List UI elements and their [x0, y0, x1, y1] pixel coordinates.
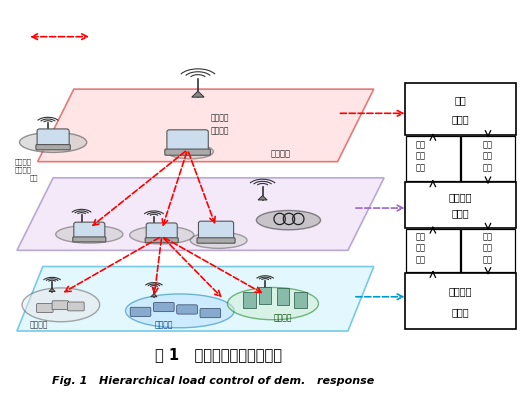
FancyBboxPatch shape: [37, 130, 69, 148]
Text: 集群负荷: 集群负荷: [449, 191, 472, 201]
Polygon shape: [37, 90, 374, 162]
Polygon shape: [17, 267, 374, 331]
FancyBboxPatch shape: [74, 223, 105, 240]
Text: 集群: 集群: [415, 140, 425, 149]
Ellipse shape: [19, 133, 87, 153]
Ellipse shape: [56, 226, 123, 243]
FancyBboxPatch shape: [165, 150, 211, 156]
FancyBboxPatch shape: [36, 304, 53, 313]
FancyBboxPatch shape: [197, 238, 235, 244]
FancyBboxPatch shape: [406, 137, 460, 181]
FancyBboxPatch shape: [199, 222, 233, 241]
FancyBboxPatch shape: [68, 302, 84, 311]
Text: 状态: 状态: [483, 151, 493, 160]
Text: 控制: 控制: [415, 151, 425, 160]
Text: 集群: 集群: [483, 140, 493, 149]
Ellipse shape: [256, 211, 320, 230]
Polygon shape: [192, 92, 204, 98]
Text: 控制层: 控制层: [451, 306, 469, 316]
Text: Fig. 1   Hierarchical load control of dem.   response: Fig. 1 Hierarchical load control of dem.…: [53, 375, 374, 385]
Text: 商业楼宇: 商业楼宇: [274, 312, 293, 321]
FancyBboxPatch shape: [259, 287, 271, 304]
Text: 调度层: 调度层: [451, 114, 469, 124]
FancyBboxPatch shape: [177, 305, 198, 314]
Polygon shape: [49, 289, 55, 292]
Text: 系统: 系统: [454, 95, 466, 105]
FancyBboxPatch shape: [167, 130, 209, 152]
FancyBboxPatch shape: [200, 309, 220, 318]
Ellipse shape: [129, 227, 194, 244]
Polygon shape: [258, 196, 267, 200]
Ellipse shape: [227, 288, 318, 320]
Text: 目标: 目标: [415, 163, 425, 172]
Text: 电动汽车: 电动汽车: [155, 320, 174, 328]
Text: 底层设备: 底层设备: [449, 285, 472, 295]
Polygon shape: [78, 222, 85, 226]
FancyBboxPatch shape: [405, 84, 516, 136]
Text: 设备: 设备: [415, 232, 425, 241]
Text: 配电系统: 配电系统: [270, 149, 290, 158]
FancyBboxPatch shape: [277, 289, 290, 305]
FancyBboxPatch shape: [406, 230, 460, 272]
Text: 控制中心: 控制中心: [211, 126, 229, 135]
Polygon shape: [17, 178, 384, 251]
Ellipse shape: [190, 232, 247, 249]
Text: 状态: 状态: [483, 243, 493, 252]
Ellipse shape: [125, 294, 234, 328]
Polygon shape: [44, 131, 51, 135]
Text: 设备: 设备: [483, 232, 493, 241]
FancyBboxPatch shape: [73, 237, 106, 242]
Text: 负荷控制: 负荷控制: [15, 166, 31, 173]
FancyBboxPatch shape: [405, 273, 516, 329]
FancyBboxPatch shape: [52, 301, 69, 310]
FancyBboxPatch shape: [145, 238, 178, 243]
Text: 双向通信: 双向通信: [15, 158, 31, 165]
Ellipse shape: [22, 288, 100, 322]
Text: 图 1   需求响应分层控制架构: 图 1 需求响应分层控制架构: [155, 347, 282, 362]
FancyBboxPatch shape: [243, 292, 256, 309]
Polygon shape: [150, 224, 158, 228]
FancyBboxPatch shape: [294, 292, 307, 309]
Text: 信息: 信息: [483, 163, 493, 172]
FancyBboxPatch shape: [461, 230, 515, 272]
Text: 信号: 信号: [415, 254, 425, 263]
Text: 控制: 控制: [415, 243, 425, 252]
FancyBboxPatch shape: [405, 182, 516, 229]
Text: 信息: 信息: [483, 254, 493, 263]
FancyBboxPatch shape: [146, 224, 177, 241]
Polygon shape: [151, 294, 157, 297]
Polygon shape: [262, 287, 268, 290]
FancyBboxPatch shape: [130, 307, 151, 317]
Text: 中心: 中心: [30, 174, 38, 181]
FancyBboxPatch shape: [36, 145, 70, 150]
Text: 配电系统: 配电系统: [211, 113, 229, 122]
Text: 温控负荷: 温控负荷: [30, 320, 48, 328]
Ellipse shape: [167, 145, 213, 160]
FancyBboxPatch shape: [461, 137, 515, 181]
FancyBboxPatch shape: [153, 303, 174, 312]
Text: 控制层: 控制层: [451, 208, 469, 218]
